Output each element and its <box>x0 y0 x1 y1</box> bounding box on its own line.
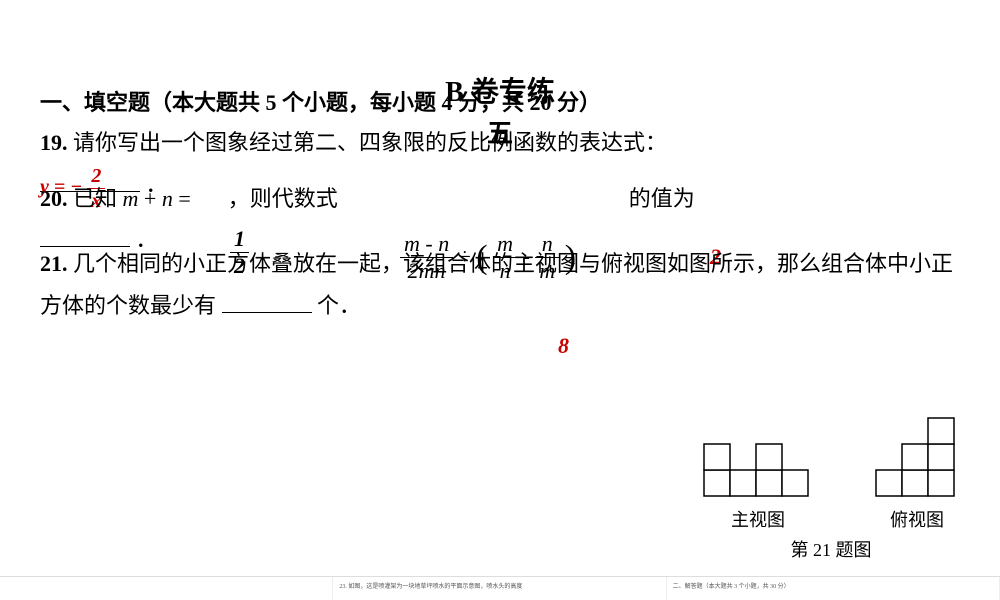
q20-number: 20. <box>40 186 68 211</box>
q21-text: 几个相同的小正方体叠放在一起，该组合体的主视图与俯视图如图所示，那么组合体中小正… <box>40 251 953 318</box>
q21-number: 21. <box>40 251 68 276</box>
question-21: 21. 几个相同的小正方体叠放在一起，该组合体的主视图与俯视图如图所示，那么组合… <box>40 243 960 327</box>
front-view: 主视图 <box>702 440 814 532</box>
top-view-label: 俯视图 <box>874 506 960 532</box>
q19-text: 请你写出一个图象经过第二、四象限的反比例函数的表达式： <box>73 130 667 155</box>
thumb-2[interactable]: 23. 如图，这是喷灌架为一块地草坪喷水的平面示意图，喷水头的高度 <box>333 577 666 600</box>
q20-text-a: 已知 <box>73 186 123 211</box>
thumbnail-strip: 23. 如图，这是喷灌架为一块地草坪喷水的平面示意图，喷水头的高度 二、解答题（… <box>0 576 1000 600</box>
front-view-label: 主视图 <box>702 506 814 532</box>
q20-text-c: 的值为 <box>629 186 695 211</box>
worksheet-page: B 卷专练 一、填空题（本大题共 5 个小题，每小题 4 分，共 20 分） 五… <box>0 0 1000 327</box>
thumb-3[interactable]: 二、解答题（本大题共 3 个小题，共 30 分） <box>667 577 1000 600</box>
q19-number: 19. <box>40 130 68 155</box>
figure-number: 第 21 题图 <box>702 536 960 562</box>
q21-text-tail: 个． <box>317 293 361 318</box>
top-view: 俯视图 <box>874 414 960 532</box>
q21-figure: 主视图 俯视图 第 21 题图 <box>702 414 960 562</box>
q21-blank <box>222 291 312 313</box>
thumb-1[interactable] <box>0 577 333 600</box>
q21-answer: 8 <box>558 325 569 367</box>
q20-text-b: ，则代数式 <box>228 186 338 211</box>
